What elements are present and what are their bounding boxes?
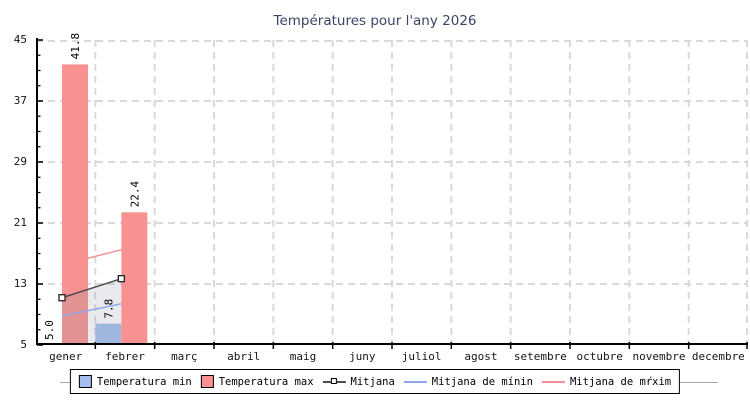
legend-item-mitjana-de-m-xim: Mitjana de mŕxim [541, 375, 672, 388]
x-tick-label-setembre: setembre [513, 350, 567, 363]
legend-item-label: Mitjana de mínin [431, 375, 533, 388]
marker-mitjana [117, 275, 125, 283]
legend-item-temperatura-max: Temperatura max [200, 375, 314, 388]
bar-temperatura-max-gener [62, 64, 88, 346]
x-tick-label-febrer: febrer [105, 350, 145, 363]
line-mitjana-de-m-nin [61, 303, 122, 317]
legend-item-label: Temperatura min [96, 375, 192, 388]
x-tick-label-decembre: decembre [691, 350, 745, 363]
chart-title: Températures pour l'any 2026 [273, 13, 477, 29]
legend: Temperatura min Temperatura max Mitjana Mit… [69, 369, 681, 394]
x-tick-label-abril: abril [227, 350, 261, 363]
bar-temperatura-min-febrer [95, 323, 122, 345]
legend-item-temperatura-min: Temperatura min [78, 375, 192, 388]
bar-value-label: 5.0 [43, 320, 56, 340]
legend-swatch-line [322, 378, 346, 384]
x-tick-label-juliol: juliol [401, 350, 442, 363]
x-tick-label-octubre: octubre [576, 350, 623, 363]
legend-item-label: Temperatura max [218, 375, 314, 388]
bar-value-label: 22.4 [128, 180, 141, 207]
bar-temperatura-max-febrer [121, 212, 148, 345]
legend-swatch-marker [330, 378, 337, 384]
y-tick-label: 13 [13, 277, 27, 290]
legend-swatch-line [403, 380, 427, 383]
y-tick-label: 29 [13, 155, 27, 168]
legend-swatch-line [541, 380, 565, 383]
legend-swatch-box [200, 375, 214, 388]
legend-item-label: Mitjana de mŕxim [569, 375, 672, 388]
plot-canvas: 5.0 7.8 41.8 22.4 [36, 33, 748, 349]
x-tick-label-maig: maig [289, 350, 317, 363]
bar-value-label: 41.8 [69, 33, 82, 60]
y-tick-label: 45 [13, 33, 27, 46]
marker-mitjana [58, 294, 66, 302]
x-tick-label-novembre: novembre [632, 350, 686, 363]
x-tick-label-gener: gener [49, 350, 83, 363]
y-axis-labels: 45 37 29 21 13 5 [0, 33, 30, 351]
x-tick-label-agost: agost [464, 350, 498, 363]
x-tick-label-mar-: març [171, 350, 198, 363]
legend-swatch-box [78, 375, 92, 388]
y-tick-label: 21 [13, 216, 27, 229]
line-mitjana [61, 277, 122, 299]
y-tick-label: 5 [20, 338, 27, 351]
legend-item-mitjana: Mitjana [322, 375, 395, 388]
y-tick-label: 37 [13, 94, 27, 107]
legend-item-label: Mitjana [350, 375, 395, 388]
x-axis-labels: gener febrer març abril maig juny juliol agost s… [36, 350, 748, 366]
x-tick-label-juny: juny [349, 350, 376, 363]
line-mitjana-de-m-xim [61, 248, 122, 266]
bar-value-label: 7.8 [102, 299, 115, 319]
legend-item-mitjana-de-m-nin: Mitjana de mínin [403, 375, 533, 388]
area-mitjana [62, 278, 122, 345]
